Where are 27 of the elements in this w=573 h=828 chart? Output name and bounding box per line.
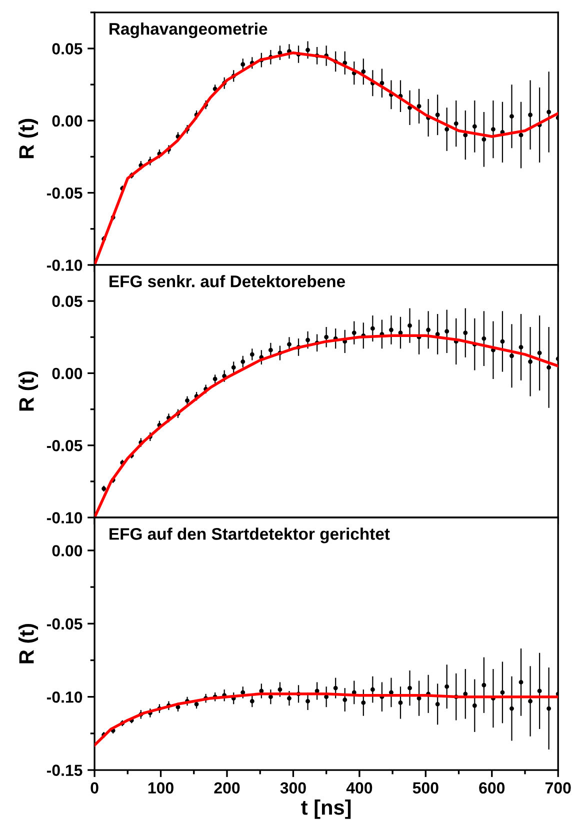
text: EFG auf den Startdetektor gerichtet (110, 528, 390, 544)
y-axis-title: R (t) (18, 118, 38, 158)
x-tick-label: 0 (90, 782, 98, 794)
y-tick-label: -0.05 (46, 440, 82, 452)
x-tick-label: 500 (412, 782, 438, 794)
y-tick-label: -0.10 (46, 512, 82, 524)
y-tick-label: -0.10 (46, 691, 82, 703)
y-tick-label: -0.15 (46, 764, 82, 776)
x-axis-title: t [ns] (301, 800, 351, 819)
y-tick-label: 0.05 (52, 43, 82, 54)
y-tick-label: -0.10 (46, 260, 82, 271)
chart-title: EFG senkr. auf Detektorebene (110, 275, 346, 288)
y-tick-label: 0.00 (52, 545, 82, 556)
y-tick-label: 0.00 (52, 115, 82, 127)
x-tick-label: 200 (214, 782, 240, 794)
x-tick-label: 400 (346, 782, 372, 794)
y-tick-label: 0.05 (52, 296, 82, 307)
x-tick-label: 100 (148, 782, 174, 794)
y-tick-label: 0.00 (52, 368, 82, 380)
y-tick-label: -0.05 (46, 618, 82, 630)
y-tick-label: -0.05 (46, 187, 82, 199)
x-tick-label: 300 (280, 782, 306, 794)
text: Raghavangeometrie (110, 22, 268, 38)
x-tick-label: 600 (479, 782, 505, 794)
y-axis-title: R (t) (18, 624, 38, 664)
x-tick-label: 700 (545, 782, 571, 794)
y-axis-title: R (t) (18, 371, 38, 411)
